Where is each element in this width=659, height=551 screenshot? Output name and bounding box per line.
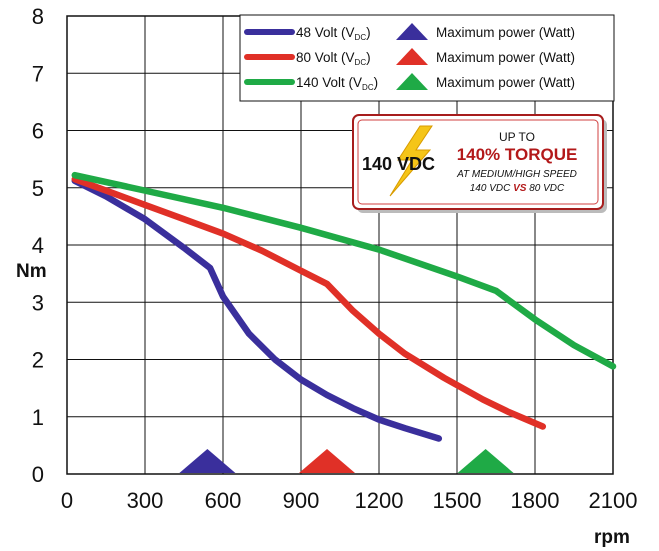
legend-marker-label-80: Maximum power (Watt) [436, 50, 575, 65]
y-axis-label: Nm [16, 261, 47, 282]
callout-line2: 140% TORQUE [457, 145, 578, 164]
max-power-marker-80 [299, 449, 355, 473]
callout-box: 140 VDC UP TO 140% TORQUE AT MEDIUM/HIGH… [352, 114, 607, 213]
callout-inner-frame [357, 119, 599, 205]
tick-labels: 0 300 600 900 1200 1500 1800 2100 0 1 2 3 4 5 6 7 8 [32, 4, 638, 513]
max-power-marker-48 [179, 449, 236, 473]
legend-marker-label-140: Maximum power (Watt) [436, 75, 575, 90]
legend-marker-140 [396, 73, 428, 90]
max-power-markers [179, 449, 514, 473]
callout-line4-c: 80 VDC [526, 183, 565, 194]
x-tick-label-4: 1200 [355, 488, 404, 513]
legend-marker-48 [396, 23, 428, 40]
x-tick-label-7: 2100 [589, 488, 638, 513]
x-axis-label: rpm [594, 527, 630, 548]
lightning-bolt-icon [389, 125, 433, 197]
y-tick-label-8: 8 [32, 4, 44, 29]
y-tick-label-4: 4 [32, 233, 44, 258]
series-line-80 [71, 175, 547, 430]
series-line-140 [71, 171, 617, 370]
series-line-48 [71, 177, 443, 442]
callout-line4-vs: VS [513, 183, 527, 194]
legend-rows: 48 Volt (VDC) Maximum power (Watt) 80 Volt… [244, 23, 575, 92]
x-tick-label-0: 0 [61, 488, 73, 513]
callout-line3: AT MEDIUM/HIGH SPEED [456, 169, 577, 180]
callout-line4-a: 140 VDC [470, 183, 513, 194]
y-tick-label-0: 0 [32, 462, 44, 487]
x-tick-label-5: 1500 [433, 488, 482, 513]
legend-box [239, 14, 615, 102]
x-tick-label-6: 1800 [511, 488, 560, 513]
legend-marker-label-48: Maximum power (Watt) [436, 25, 575, 40]
y-tick-label-1: 1 [32, 405, 44, 430]
legend: 48 Volt (VDC) Maximum power (Watt) 80 Volt… [239, 14, 615, 102]
y-tick-label-5: 5 [32, 176, 44, 201]
legend-label-48: 48 Volt (VDC) [296, 25, 371, 42]
y-tick-label-7: 7 [32, 61, 44, 86]
legend-label-80: 80 Volt (VDC) [296, 50, 371, 67]
x-tick-label-1: 300 [127, 488, 164, 513]
y-tick-label-2: 2 [32, 348, 44, 373]
x-tick-label-3: 900 [283, 488, 320, 513]
legend-marker-80 [396, 48, 428, 65]
y-tick-label-6: 6 [32, 119, 44, 144]
series-lines [71, 171, 617, 442]
callout-line1: UP TO [499, 130, 535, 144]
max-power-marker-140 [457, 449, 514, 473]
callout-left-text: 140 VDC [362, 154, 435, 174]
callout-line4: 140 VDC VS 80 VDC [470, 183, 565, 194]
legend-label-140: 140 Volt (VDC) [296, 75, 378, 92]
y-tick-label-3: 3 [32, 290, 44, 315]
x-tick-label-2: 600 [205, 488, 242, 513]
